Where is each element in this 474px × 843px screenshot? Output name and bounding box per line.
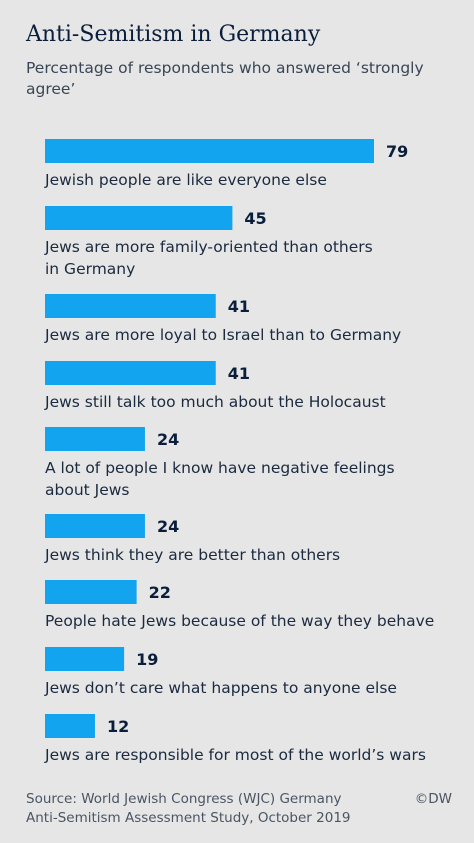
category-label: Jewish people are like everyone else xyxy=(44,171,327,189)
bar-value-label: 24 xyxy=(157,517,179,536)
bar xyxy=(45,714,95,738)
bar xyxy=(45,139,374,163)
category-label: A lot of people I know have negative fee… xyxy=(45,459,395,477)
category-label: People hate Jews because of the way they… xyxy=(45,612,434,630)
category-label: about Jews xyxy=(45,481,130,499)
bar-value-label: 41 xyxy=(228,364,250,383)
bar-value-label: 79 xyxy=(386,142,408,161)
category-label: in Germany xyxy=(45,260,135,278)
bar xyxy=(45,294,216,318)
category-label: Jews don’t care what happens to anyone e… xyxy=(44,679,397,697)
category-label: Jews are responsible for most of the wor… xyxy=(44,746,426,764)
category-label: Jews still talk too much about the Holoc… xyxy=(44,393,386,411)
source-note: Source: World Jewish Congress (WJC) Germ… xyxy=(26,790,386,828)
category-label: Jews are more family-oriented than other… xyxy=(44,238,373,256)
chart-title: Anti-Semitism in Germany xyxy=(26,22,321,47)
bar-value-label: 45 xyxy=(244,209,266,228)
bar xyxy=(45,427,145,451)
bar xyxy=(45,361,216,385)
bar-value-label: 22 xyxy=(149,583,171,602)
category-label: Jews think they are better than others xyxy=(44,546,340,564)
bar xyxy=(45,206,233,230)
bar-value-label: 41 xyxy=(228,297,250,316)
bar-value-label: 19 xyxy=(136,650,158,669)
bar xyxy=(45,647,125,671)
category-label: Jews are more loyal to Israel than to Ge… xyxy=(44,326,401,344)
bar xyxy=(45,580,137,604)
bar xyxy=(45,514,145,538)
bar-value-label: 24 xyxy=(157,430,179,449)
source-line-2: Anti-Semitism Assessment Study, October … xyxy=(26,810,351,826)
chart-subtitle: Percentage of respondents who answered ‘… xyxy=(26,59,424,98)
credit-label: ©DW xyxy=(414,791,452,807)
bar-value-label: 12 xyxy=(107,717,129,736)
source-line-1: Source: World Jewish Congress (WJC) Germ… xyxy=(26,791,342,807)
